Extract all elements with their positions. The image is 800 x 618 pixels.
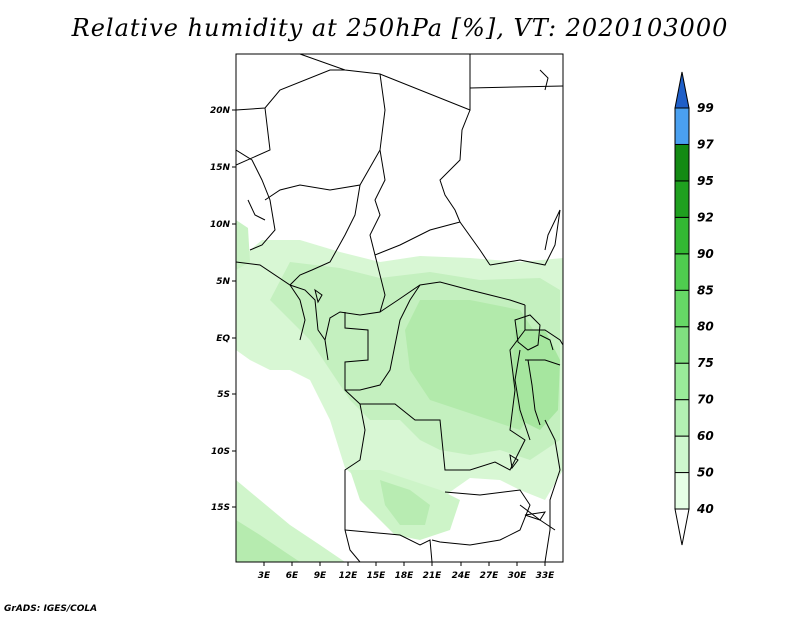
colorbar-label: 95 (697, 174, 714, 188)
colorbar-over-arrow (674, 71, 690, 109)
lat-label: 10N (210, 220, 231, 230)
colorbar-label: 92 (697, 210, 714, 224)
lon-label: 30E (508, 571, 528, 581)
lon-label: 21E (423, 571, 443, 581)
humidity-region-east (512, 330, 560, 430)
lat-label: 20N (210, 106, 231, 116)
lake-outlines (314, 288, 546, 521)
colorbar-label: 80 (697, 320, 714, 334)
colorbar: 40 50 60 70 75 80 85 90 92 95 97 99 (674, 71, 714, 546)
humidity-region-core (405, 300, 540, 430)
colorbar-label: 99 (697, 101, 714, 115)
colorbar-under-arrow (674, 508, 690, 546)
colorbar-label: 70 (697, 393, 714, 407)
colorbar-box (674, 399, 690, 437)
humidity-field (236, 220, 563, 562)
lon-label: 15E (367, 571, 387, 581)
humidity-region-coast-west (236, 220, 250, 270)
colorbar-box (674, 289, 690, 328)
colorbar-box (674, 180, 690, 218)
colorbar-label: 97 (697, 137, 714, 151)
colorbar-label: 85 (697, 283, 714, 297)
colorbar-box (674, 253, 690, 291)
lat-label: 15S (211, 503, 230, 513)
colorbar-label: 50 (697, 466, 714, 480)
lat-label: 5S (217, 390, 230, 400)
lon-label: 12E (339, 571, 359, 581)
lon-label: 27E (480, 571, 500, 581)
colorbar-box (674, 143, 690, 182)
colorbar-box (674, 326, 690, 364)
longitude-axis: 3E 6E 9E 12E 15E 18E 21E 24E 27E 30E 33E (258, 562, 555, 581)
lon-label: 9E (314, 571, 327, 581)
humidity-region-southwest-inner (236, 520, 300, 562)
country-borders (236, 54, 563, 562)
colorbar-box (674, 472, 690, 510)
lat-label: EQ (216, 334, 230, 344)
lat-label: 15N (210, 163, 231, 173)
lon-label: 6E (286, 571, 299, 581)
latitude-axis: 20N 15N 10N 5N EQ 5S 10S 15S (210, 106, 236, 513)
colorbar-box (674, 435, 690, 474)
colorbar-label: 60 (697, 429, 714, 443)
lon-label: 33E (536, 571, 556, 581)
lon-label: 18E (395, 571, 415, 581)
lon-label: 24E (452, 571, 472, 581)
colorbar-box (674, 216, 690, 255)
colorbar-label: 40 (696, 502, 714, 516)
lat-label: 10S (211, 447, 230, 457)
humidity-region-south-inner (380, 480, 430, 525)
colorbar-box (674, 107, 690, 145)
lon-label: 3E (258, 571, 271, 581)
credit-label: GrADS: IGES/COLA (4, 604, 98, 614)
map-title: Relative humidity at 250hPa [%], VT: 202… (71, 14, 729, 42)
lat-label: 5N (216, 277, 230, 287)
map-frame (235, 53, 564, 563)
colorbar-box (674, 362, 690, 401)
colorbar-label: 75 (697, 356, 714, 370)
colorbar-label: 90 (697, 247, 714, 261)
